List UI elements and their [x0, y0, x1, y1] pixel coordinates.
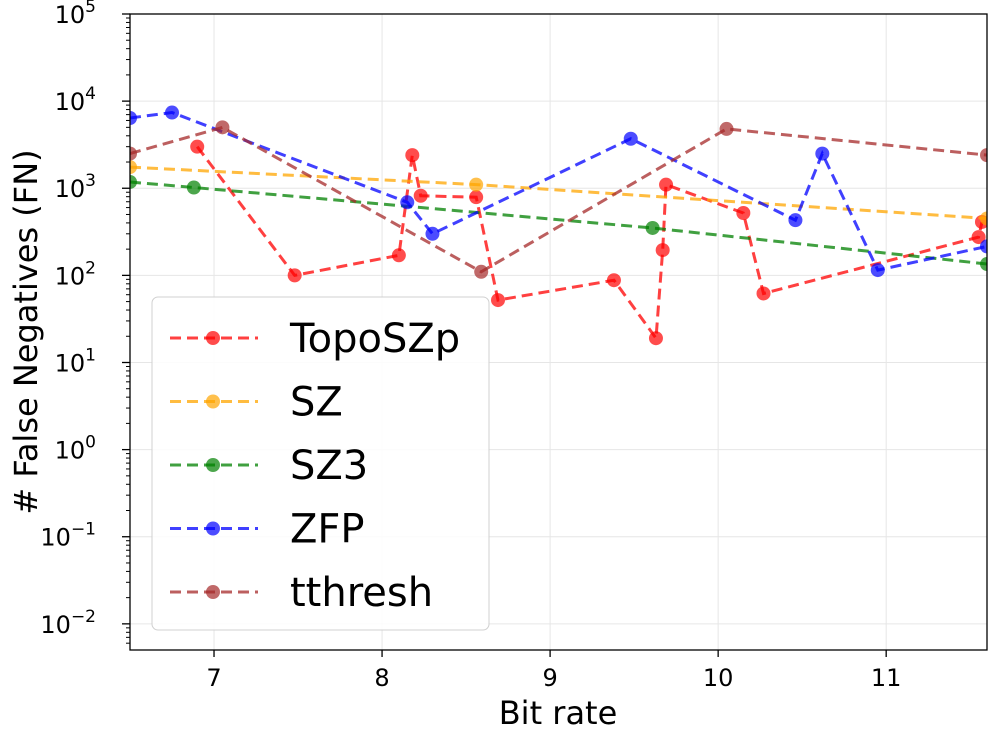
- x-tick-label: 8: [374, 664, 389, 692]
- legend-label-tthresh: tthresh: [290, 570, 433, 616]
- y-tick-label: 105: [55, 0, 96, 29]
- y-tick-label: 104: [55, 84, 96, 116]
- data-point-tthresh: [474, 264, 489, 279]
- legend-marker-zfp: [206, 521, 220, 536]
- legend-label-toposzp: TopoSZp: [289, 316, 460, 362]
- legend-marker-sz: [206, 394, 220, 409]
- data-point-sz3: [645, 220, 660, 235]
- legend: TopoSZp SZ SZ3 ZFP tthresh: [151, 296, 490, 631]
- data-point-zfp: [400, 195, 415, 210]
- series-line-sz3: [130, 180, 987, 266]
- data-point-sz3: [186, 180, 201, 195]
- series-toposzp: [190, 139, 987, 346]
- data-point-zfp: [130, 111, 137, 126]
- data-point-toposzp: [405, 148, 420, 163]
- data-point-zfp: [165, 105, 180, 120]
- data-point-tthresh: [215, 120, 230, 135]
- x-tick-label: 7: [206, 664, 221, 692]
- data-point-zfp: [425, 226, 440, 241]
- data-point-toposzp: [391, 248, 406, 263]
- legend-label-sz: SZ: [290, 380, 343, 426]
- data-point-toposzp: [648, 331, 663, 346]
- series-tthresh: [130, 120, 987, 279]
- data-point-toposzp: [190, 139, 205, 154]
- plot-frame: [129, 13, 988, 651]
- x-tick-label: 11: [871, 664, 902, 692]
- data-point-toposzp: [659, 177, 674, 192]
- y-tick-label: 10−1: [40, 520, 96, 552]
- data-point-toposzp: [491, 293, 506, 308]
- data-point-toposzp: [469, 190, 484, 205]
- data-point-toposzp: [606, 273, 621, 288]
- data-point-toposzp: [413, 188, 428, 203]
- data-point-toposzp: [736, 205, 751, 220]
- y-tick-label: 100: [55, 433, 96, 465]
- legend-marker-tthresh: [206, 585, 220, 599]
- data-point-tthresh: [719, 121, 734, 136]
- data-point-zfp: [815, 146, 830, 161]
- series-sz3: [130, 174, 987, 272]
- data-point-zfp: [623, 131, 638, 146]
- data-point-toposzp: [287, 268, 302, 283]
- x-axis-label: Bit rate: [499, 694, 618, 732]
- y-axis-label: # False Negatives (FN): [7, 149, 45, 514]
- data-point-tthresh: [130, 146, 137, 161]
- data-point-toposzp: [971, 230, 986, 245]
- legend-marker-toposzp: [206, 331, 220, 345]
- data-point-sz: [130, 160, 137, 175]
- data-point-zfp: [788, 213, 803, 228]
- data-point-sz3: [980, 257, 987, 272]
- data-point-sz3: [130, 174, 137, 189]
- data-point-tthresh: [980, 148, 987, 163]
- y-tick-label: 103: [55, 171, 96, 203]
- data-point-sz: [980, 211, 987, 226]
- data-point-zfp: [870, 263, 885, 278]
- x-tick-label: 10: [703, 664, 734, 692]
- series-sz: [130, 160, 987, 226]
- y-tick-label: 101: [55, 345, 96, 377]
- data-point-sz: [469, 177, 484, 192]
- series-layer: [130, 105, 987, 346]
- data-point-toposzp: [756, 286, 771, 301]
- legend-marker-sz3: [206, 458, 220, 472]
- y-tick-label: 102: [55, 258, 96, 290]
- legend-label-zfp: ZFP: [290, 507, 365, 553]
- legend-box: [151, 296, 490, 631]
- x-tick-label: 9: [542, 664, 557, 692]
- y-tick-label: 10−2: [40, 607, 96, 639]
- legend-label-sz3: SZ3: [290, 443, 368, 489]
- data-point-toposzp: [655, 243, 670, 258]
- data-point-zfp: [980, 239, 987, 254]
